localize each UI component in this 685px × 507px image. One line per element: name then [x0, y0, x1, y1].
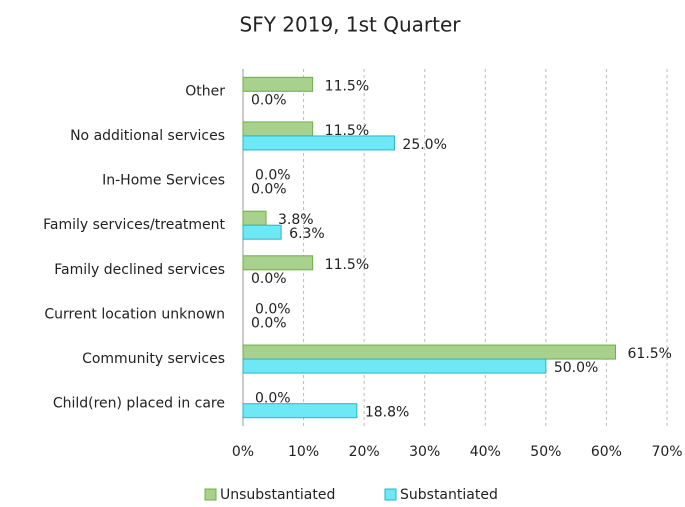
y-tick-label: In-Home Services [102, 173, 225, 189]
bar [242, 255, 314, 271]
legend-label: Unsubstantiated [220, 487, 335, 503]
value-label: 6.3% [289, 226, 325, 242]
y-tick-label: No additional services [70, 128, 225, 144]
value-label: 61.5% [628, 346, 672, 362]
y-tick-label: Current location unknown [44, 306, 225, 322]
value-label: 25.0% [402, 137, 446, 153]
bar [242, 135, 395, 151]
x-tick-label: 30% [409, 444, 440, 460]
x-tick-label: 10% [288, 444, 319, 460]
bar [242, 344, 617, 360]
bar [242, 224, 282, 240]
x-tick-label: 40% [470, 444, 501, 460]
y-tick-label: Family declined services [54, 262, 225, 278]
legend-swatch [204, 488, 217, 501]
y-tick-label: Community services [82, 351, 225, 367]
x-tick-label: 0% [232, 444, 254, 460]
value-label: 11.5% [325, 123, 369, 139]
value-label: 0.0% [255, 391, 291, 407]
x-tick-label: 20% [349, 444, 380, 460]
bar [242, 358, 547, 374]
y-tick-label: Child(ren) placed in care [53, 396, 225, 412]
value-label: 0.0% [255, 168, 291, 184]
value-label: 0.0% [251, 271, 287, 287]
value-label: 0.0% [251, 92, 287, 108]
x-tick-label: 60% [591, 444, 622, 460]
value-label: 3.8% [278, 212, 314, 228]
legend-swatch [384, 488, 397, 501]
chart-title: SFY 2019, 1st Quarter [240, 13, 462, 37]
value-label: 11.5% [325, 257, 369, 273]
value-label: 50.0% [554, 360, 598, 376]
bar [242, 210, 267, 226]
bar [242, 121, 314, 137]
value-label: 0.0% [251, 315, 287, 331]
bar [242, 403, 358, 419]
bar [242, 76, 314, 92]
value-label: 0.0% [251, 182, 287, 198]
y-tick-label: Family services/treatment [43, 217, 225, 233]
legend-label: Substantiated [400, 487, 498, 503]
value-label: 11.5% [325, 78, 369, 94]
x-tick-label: 70% [651, 444, 682, 460]
y-tick-label: Other [185, 83, 225, 99]
x-tick-label: 50% [530, 444, 561, 460]
value-label: 0.0% [255, 301, 291, 317]
value-label: 18.8% [365, 405, 409, 421]
